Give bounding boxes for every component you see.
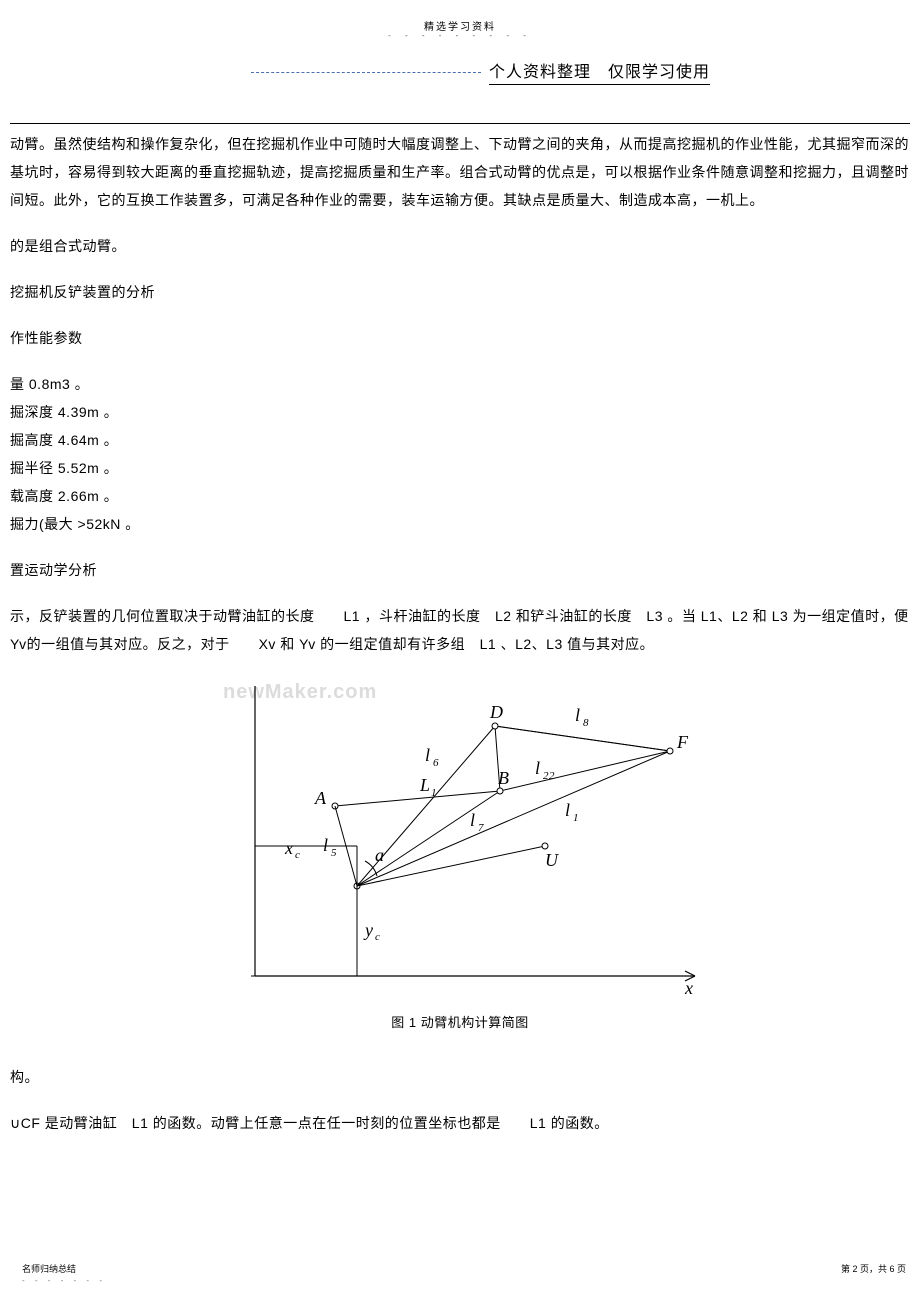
lbl-xc: x	[284, 838, 294, 858]
diagram-svg: newMaker.com	[215, 676, 705, 996]
para-5: 置运动学分析	[10, 556, 910, 584]
lbl-l22: l	[535, 758, 541, 778]
lbl-L1-sub: 1	[431, 787, 437, 799]
lbl-l8: l	[575, 705, 581, 725]
page-title: 个人资料整理 仅限学习使用	[489, 58, 710, 85]
lbl-U: U	[545, 850, 559, 870]
para-2: 的是组合式动臂。	[10, 232, 910, 260]
lbl-L1: L	[419, 775, 431, 795]
para-6: 示，反铲装置的几何位置取决于动臂油缸的长度 L1 ，斗杆油缸的长度 L2 和铲斗…	[10, 602, 910, 658]
footer-left: 名师归纳总结	[22, 1262, 76, 1275]
header-dash	[251, 72, 481, 73]
divider	[10, 123, 910, 124]
footer-left-dots: - - - - - - -	[22, 1276, 106, 1285]
lbl-B: B	[498, 768, 510, 788]
watermark-text: newMaker.com	[223, 681, 377, 703]
spec-line-2: 掘深度 4.39m 。	[10, 398, 910, 426]
lbl-yc-sub: c	[375, 931, 380, 943]
para-1: 动臂。虽然使结构和操作复杂化，但在挖掘机作业中可随时大幅度调整上、下动臂之间的夹…	[10, 130, 910, 214]
lbl-D: D	[489, 702, 504, 722]
para-8: ∪CF 是动臂油缸 L1 的函数。动臂上任意一点在任一时刻的位置坐标也都是 L1…	[10, 1109, 910, 1137]
spec-line-1: 量 0.8m3 。	[10, 370, 910, 398]
footer-right: 第 2 页，共 6 页	[841, 1262, 906, 1275]
lbl-l22-sub: 22	[543, 770, 555, 782]
lbl-a: a	[375, 845, 385, 865]
header-row: 个人资料整理 仅限学习使用	[10, 58, 910, 85]
lbl-yc: y	[363, 920, 374, 940]
lbl-l5-sub: 5	[331, 847, 337, 859]
lbl-F: F	[676, 732, 689, 752]
para-3: 挖掘机反铲装置的分析	[10, 278, 910, 306]
lbl-l6: l	[425, 745, 431, 765]
lbl-l7-sub: 7	[478, 822, 484, 834]
lbl-x: x	[684, 978, 694, 996]
spec-line-5: 载高度 2.66m 。	[10, 482, 910, 510]
figure: newMaker.com	[10, 676, 910, 1037]
figure-caption: 图 1 动臂机构计算简图	[10, 1009, 910, 1037]
lbl-l6-sub: 6	[433, 757, 439, 769]
para-4: 作性能参数	[10, 324, 910, 352]
top-dots: - - - - - - - - -	[10, 31, 910, 40]
body: 动臂。虽然使结构和操作复杂化，但在挖掘机作业中可随时大幅度调整上、下动臂之间的夹…	[10, 130, 910, 1137]
lbl-xc-sub: c	[295, 849, 300, 861]
lbl-l8-sub: 8	[583, 717, 589, 729]
lbl-l7: l	[470, 810, 476, 830]
lbl-l1-sub: 1	[573, 812, 579, 824]
spec-line-4: 掘半径 5.52m 。	[10, 454, 910, 482]
lbl-l1: l	[565, 800, 571, 820]
spec-line-6: 掘力(最大 >52kN 。	[10, 510, 910, 538]
spec-line-3: 掘高度 4.64m 。	[10, 426, 910, 454]
page: 精选学习资料 - - - - - - - - - 个人资料整理 仅限学习使用 动…	[0, 0, 920, 1303]
para-7: 构。	[10, 1063, 910, 1091]
lbl-A: A	[314, 788, 327, 808]
lbl-l5: l	[323, 835, 329, 855]
